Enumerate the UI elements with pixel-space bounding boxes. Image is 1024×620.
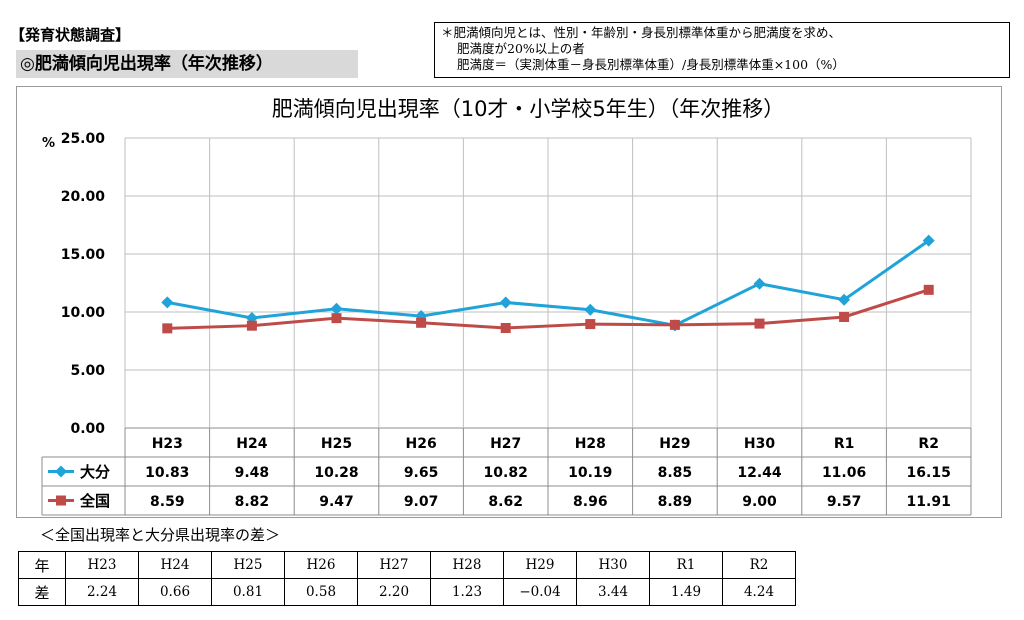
data-point-oita (330, 302, 343, 315)
data-table-value-national: 8.82 (235, 494, 270, 510)
section-heading: 【発育状態調査】 (10, 26, 131, 44)
year-cell: R2 (722, 551, 796, 579)
data-table-value-national: 9.07 (404, 494, 439, 510)
y-tick-label: 0.00 (70, 421, 105, 437)
data-point-national (754, 318, 765, 329)
data-point-national (923, 284, 934, 295)
data-table-value-oita: 10.82 (484, 465, 528, 481)
y-tick-label: 15.00 (61, 247, 106, 263)
series-line-national (167, 288, 930, 330)
data-table-value-national: 8.89 (658, 494, 693, 510)
legend-label-oita: 大分 (80, 463, 110, 481)
data-point-national (416, 317, 427, 328)
difference-cell: 1.49 (649, 578, 723, 606)
data-table-value-national: 9.57 (827, 494, 862, 510)
year-cell: H30 (576, 551, 650, 579)
legend-marker-oita (55, 465, 67, 478)
x-tick-label: H27 (490, 436, 521, 452)
data-table-value-national: 8.62 (488, 494, 523, 510)
year-cell: H28 (430, 551, 504, 579)
y-tick-label: 5.00 (70, 363, 105, 379)
data-table-value-oita: 9.48 (235, 465, 270, 481)
chart-title: 肥満傾向児出現率（10才・小学校5年生）（年次推移） (272, 97, 785, 121)
data-point-national (331, 313, 342, 324)
data-point-national (585, 319, 596, 330)
data-point-oita (922, 234, 935, 247)
difference-value-row: 差 2.24 0.66 0.81 0.58 2.20 1.23 −0.04 3.… (18, 578, 796, 606)
data-table-value-national: 8.59 (150, 494, 185, 510)
data-table-value-oita: 12.44 (737, 465, 782, 481)
x-tick-label: H28 (575, 436, 606, 452)
data-table-value-national: 9.00 (742, 494, 777, 510)
y-tick-label: 20.00 (61, 189, 106, 205)
difference-table: 年 H23 H24 H25 H26 H27 H28 H29 H30 R1 R2 … (18, 551, 796, 606)
difference-cell: 4.24 (722, 578, 796, 606)
data-table-value-national: 8.96 (573, 494, 608, 510)
data-table-value-oita: 11.06 (822, 465, 866, 481)
obesity-rate-chart: 肥満傾向児出現率（10才・小学校5年生）（年次推移） 0.00 5.00 10.00 1… (41, 97, 972, 516)
data-table-value-oita: 10.28 (314, 465, 358, 481)
difference-year-row: 年 H23 H24 H25 H26 H27 H28 H29 H30 R1 R2 (18, 551, 796, 579)
year-cell: H29 (503, 551, 577, 579)
x-tick-label: R1 (834, 436, 855, 452)
difference-caption: ＜全国出現率と大分県出現率の差＞ (40, 526, 281, 544)
data-point-oita (584, 303, 597, 316)
data-table-value-national: 9.47 (319, 494, 354, 510)
data-table-value-national: 11.91 (907, 494, 951, 510)
year-cell: H26 (284, 551, 358, 579)
data-point-national (162, 323, 173, 334)
year-header-cell: 年 (18, 551, 66, 579)
y-axis-unit-label: % (42, 136, 55, 151)
data-point-national (500, 323, 511, 334)
y-tick-label: 25.00 (61, 131, 106, 147)
year-cell: R1 (649, 551, 723, 579)
data-point-oita (753, 277, 766, 290)
data-table-value-oita: 10.83 (145, 465, 189, 481)
year-cell: H23 (65, 551, 139, 579)
section-title: ◎肥満傾向児出現率（年次推移） (16, 50, 358, 78)
data-point-oita (161, 296, 174, 309)
data-point-oita (499, 296, 512, 309)
data-table-value-oita: 8.85 (658, 465, 693, 481)
x-tick-label: H29 (659, 436, 690, 452)
data-table-value-oita: 16.15 (907, 465, 951, 481)
year-cell: H24 (138, 551, 212, 579)
legend-label-national: 全国 (79, 492, 110, 510)
x-tick-label: H30 (744, 436, 775, 452)
difference-cell: 0.58 (284, 578, 358, 606)
x-tick-label: H24 (236, 436, 267, 452)
difference-cell: 2.20 (357, 578, 431, 606)
data-point-national (839, 311, 850, 322)
x-tick-label: R2 (918, 436, 939, 452)
difference-header-cell: 差 (18, 578, 66, 606)
data-table-value-oita: 10.19 (568, 465, 612, 481)
x-tick-label: H26 (405, 436, 436, 452)
note-line-1: ＊肥満傾向児とは、性別・年齢別・身長別標準体重から肥満度を求め、 (441, 25, 842, 40)
note-line-3: 肥満度＝（実測体重－身長別標準体重）/身長別標準体重×100（%） (457, 57, 845, 72)
definition-note-box: ＊肥満傾向児とは、性別・年齢別・身長別標準体重から肥満度を求め、 肥満度が20%… (434, 22, 1010, 78)
x-tick-label: H25 (321, 436, 352, 452)
x-tick-label: H23 (152, 436, 183, 452)
difference-cell: 0.81 (211, 578, 285, 606)
data-point-national (246, 320, 257, 331)
series-line-oita (167, 239, 930, 327)
data-point-oita (838, 293, 851, 306)
difference-cell: 2.24 (65, 578, 139, 606)
legend-marker-national (56, 495, 66, 506)
difference-cell: 1.23 (430, 578, 504, 606)
note-line-2: 肥満度が20%以上の者 (457, 41, 585, 56)
difference-cell: 3.44 (576, 578, 650, 606)
year-cell: H25 (211, 551, 285, 579)
y-tick-label: 10.00 (61, 305, 106, 321)
year-cell: H27 (357, 551, 431, 579)
data-point-national (669, 319, 680, 330)
data-table-value-oita: 9.65 (404, 465, 439, 481)
difference-cell: 0.66 (138, 578, 212, 606)
difference-cell: −0.04 (503, 578, 577, 606)
